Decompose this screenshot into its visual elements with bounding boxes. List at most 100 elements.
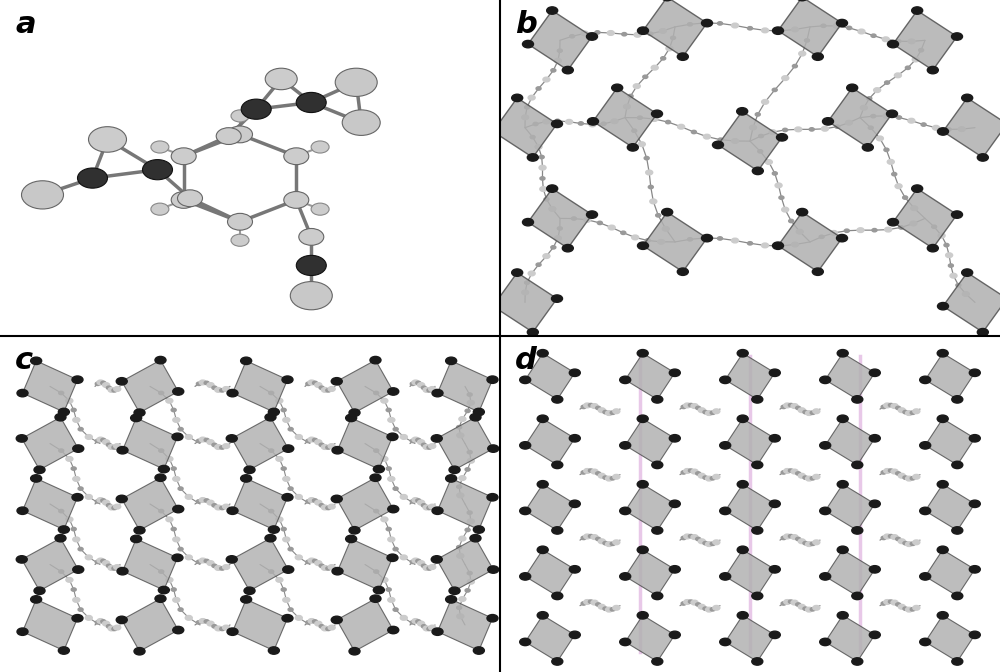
Circle shape [892, 173, 897, 176]
Circle shape [393, 608, 398, 612]
Circle shape [281, 467, 286, 470]
Circle shape [400, 616, 407, 620]
Circle shape [288, 608, 293, 612]
Circle shape [412, 558, 419, 563]
Circle shape [71, 588, 76, 591]
Circle shape [788, 403, 793, 407]
Polygon shape [123, 418, 177, 469]
Circle shape [868, 126, 873, 130]
Circle shape [71, 409, 76, 412]
Circle shape [656, 214, 661, 217]
Circle shape [606, 411, 613, 415]
Circle shape [373, 587, 384, 594]
Circle shape [17, 507, 28, 515]
Circle shape [871, 114, 876, 118]
Circle shape [151, 203, 169, 215]
Circle shape [569, 631, 580, 638]
Polygon shape [233, 599, 287, 650]
Circle shape [58, 647, 69, 655]
Circle shape [427, 446, 432, 449]
Circle shape [34, 587, 45, 595]
Circle shape [713, 605, 720, 610]
Circle shape [596, 472, 601, 475]
Circle shape [769, 435, 780, 442]
Circle shape [584, 599, 591, 604]
Circle shape [554, 236, 561, 241]
Circle shape [465, 528, 470, 532]
Circle shape [952, 461, 963, 468]
Polygon shape [233, 361, 287, 412]
Circle shape [349, 527, 360, 534]
Circle shape [410, 500, 415, 503]
Circle shape [539, 155, 544, 159]
Circle shape [106, 504, 111, 507]
Circle shape [796, 603, 801, 606]
Circle shape [681, 602, 686, 605]
Circle shape [578, 122, 583, 125]
Circle shape [212, 564, 217, 568]
Circle shape [969, 631, 980, 638]
Circle shape [117, 447, 128, 454]
Circle shape [429, 625, 436, 630]
Circle shape [632, 235, 639, 240]
Circle shape [116, 378, 127, 385]
Circle shape [621, 231, 626, 235]
Circle shape [543, 254, 550, 259]
Circle shape [446, 357, 457, 364]
Circle shape [73, 445, 84, 452]
Circle shape [288, 548, 293, 551]
Circle shape [328, 564, 335, 569]
Circle shape [185, 555, 192, 560]
Circle shape [584, 218, 591, 222]
Circle shape [913, 409, 920, 413]
Circle shape [178, 190, 202, 207]
Circle shape [587, 33, 598, 40]
Circle shape [869, 631, 880, 638]
Circle shape [315, 500, 322, 505]
Circle shape [95, 382, 100, 386]
Circle shape [215, 445, 222, 450]
Circle shape [562, 245, 573, 252]
Circle shape [204, 438, 209, 442]
Polygon shape [625, 616, 675, 661]
Circle shape [884, 534, 891, 539]
Circle shape [328, 386, 335, 391]
Circle shape [72, 614, 83, 622]
Circle shape [467, 450, 472, 454]
Circle shape [762, 243, 768, 248]
Circle shape [910, 411, 915, 415]
Circle shape [898, 604, 905, 609]
Circle shape [512, 94, 523, 101]
Circle shape [512, 269, 523, 276]
Circle shape [895, 184, 902, 189]
Circle shape [244, 587, 255, 595]
Circle shape [319, 386, 324, 390]
Circle shape [112, 446, 117, 449]
Circle shape [691, 469, 698, 474]
Circle shape [969, 369, 980, 376]
Circle shape [418, 560, 425, 565]
Circle shape [762, 28, 768, 33]
Circle shape [969, 566, 980, 573]
Circle shape [155, 474, 166, 481]
Circle shape [173, 476, 180, 481]
Circle shape [410, 621, 415, 624]
Circle shape [59, 570, 64, 573]
Circle shape [549, 206, 556, 211]
Circle shape [265, 69, 297, 90]
Circle shape [410, 439, 415, 443]
Circle shape [388, 597, 395, 602]
Circle shape [103, 439, 110, 444]
Circle shape [547, 185, 558, 192]
Circle shape [937, 612, 948, 619]
Circle shape [459, 597, 466, 601]
Circle shape [231, 110, 249, 122]
Circle shape [758, 150, 763, 153]
Circle shape [952, 33, 963, 40]
Circle shape [755, 113, 760, 116]
Circle shape [712, 141, 723, 149]
Circle shape [178, 608, 183, 612]
Circle shape [885, 227, 892, 232]
Polygon shape [528, 11, 592, 70]
Circle shape [906, 542, 913, 546]
